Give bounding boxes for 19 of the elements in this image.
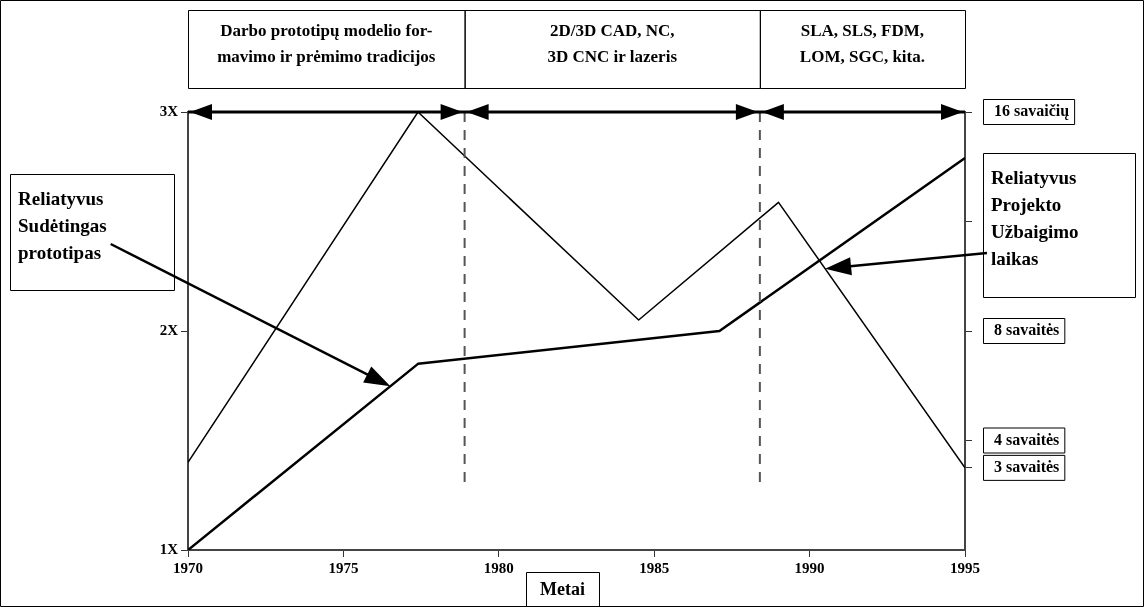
x-tick-label: 1975: [328, 559, 359, 576]
x-tick-label: 1985: [639, 559, 670, 576]
x-tick-label: 1970: [173, 559, 203, 576]
text: 2D/3D CAD, NC, 3D CNC ir lazeris: [547, 21, 678, 67]
x-tick-label: 1990: [794, 559, 825, 576]
y-tick-label: 1X: [159, 540, 179, 557]
text: SLA, SLS, FDM, LOM, SGC, kita.: [799, 21, 926, 67]
x-tick-label: 1995: [950, 559, 980, 576]
y2-tick-label: 4 savaitės: [994, 430, 1060, 448]
y-tick-label: 2X: [159, 321, 179, 338]
y2-tick-label: 8 savaitės: [994, 321, 1060, 339]
y2-tick-label: 3 savaitės: [994, 458, 1060, 476]
y2-tick-label: 16 savaičių: [994, 102, 1070, 121]
text: Reliatyvus Projekto Užbaigimo laikas: [991, 166, 1079, 269]
text: Reliatyvus Sudėtingas prototipas: [18, 187, 107, 263]
y-tick-label: 3X: [159, 102, 179, 119]
text: Darbo prototipų modelio for- mavimo ir prėmimo tradicijos: [217, 21, 436, 67]
x-axis-title: Metai: [540, 578, 585, 599]
x-tick-label: 1980: [483, 559, 514, 576]
